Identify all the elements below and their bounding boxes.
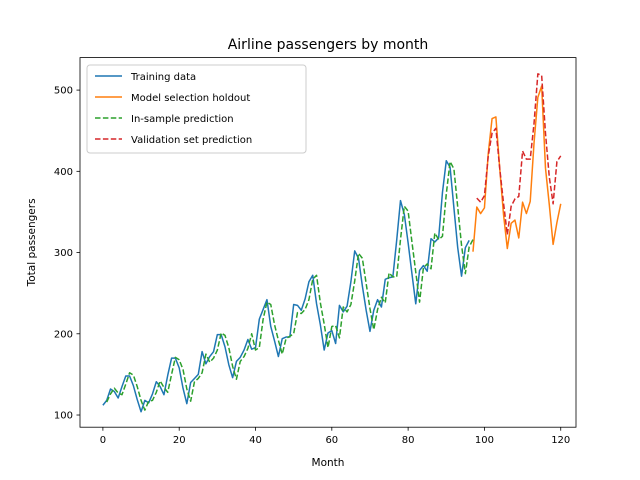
x-tick-label: 100 (475, 435, 494, 446)
legend-label-in-sample-prediction: In-sample prediction (131, 114, 234, 125)
x-tick-label: 40 (249, 435, 262, 446)
y-tick-label: 400 (54, 167, 73, 178)
legend: Training data Model selection holdout In-s… (86, 64, 307, 154)
y-axis-label: Total passengers (26, 198, 38, 287)
plot-area-frame (79, 57, 577, 428)
x-tick-label: 20 (173, 435, 186, 446)
x-tick-label: 0 (100, 435, 106, 446)
y-tick-label: 300 (54, 248, 73, 259)
x-tick-label: 60 (325, 435, 338, 446)
series-line-in-sample-prediction (106, 160, 474, 411)
x-axis-ticks: 0 20 40 60 80 100 120 (100, 427, 570, 446)
legend-label-model-selection-holdout: Model selection holdout (131, 93, 250, 104)
legend-label-training-data: Training data (130, 72, 196, 83)
y-tick-label: 500 (54, 86, 73, 97)
series-line-model-selection-holdout (472, 85, 562, 252)
series-line-training-data (102, 160, 470, 413)
x-tick-label: 80 (402, 435, 415, 446)
series-layer (102, 73, 562, 413)
chart-title: Airline passengers by month (228, 37, 429, 53)
legend-label-validation-set-prediction: Validation set prediction (131, 135, 252, 146)
x-tick-label: 120 (551, 435, 570, 446)
y-tick-label: 100 (54, 411, 73, 422)
x-axis-label: Month (312, 457, 345, 469)
y-axis-ticks: 100 200 300 400 500 (54, 86, 80, 422)
y-tick-label: 200 (54, 329, 73, 340)
legend-frame (86, 64, 307, 154)
series-line-validation-set-prediction (476, 73, 562, 236)
